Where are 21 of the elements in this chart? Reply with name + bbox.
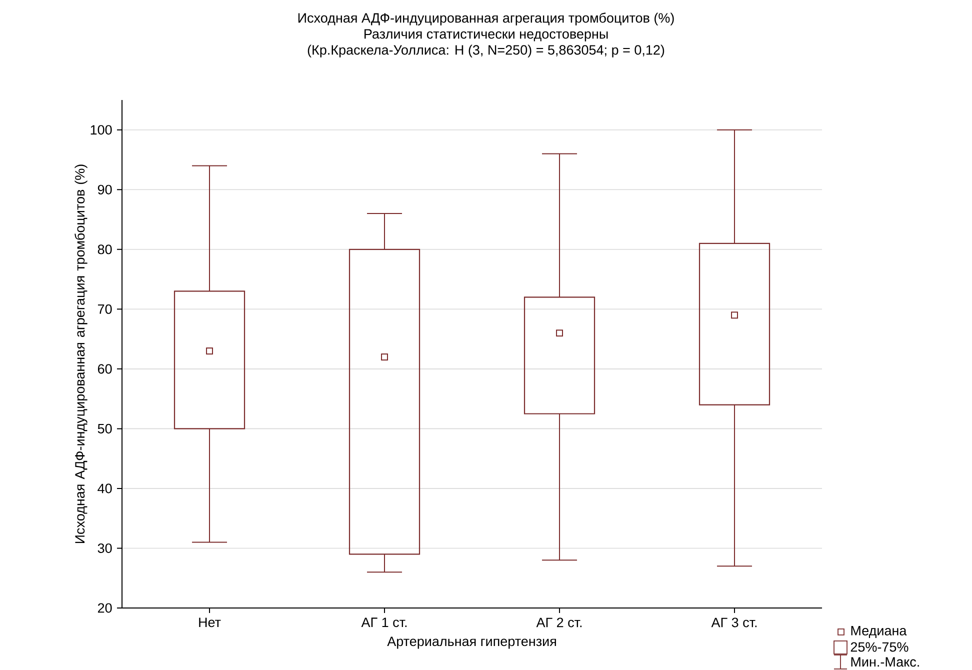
chart-title: Исходная АДФ-индуцированная агрегация тромбоцитов (%) [298,12,674,26]
x-tick-label: АГ 2 ст. [536,618,582,628]
chart-subtitle: Различия статистически недостоверны [364,29,608,42]
y-tick-label: 50 [98,424,112,434]
y-tick-label: 100 [90,125,112,135]
x-tick-label: АГ 3 ст. [711,618,757,628]
y-tick-label: 60 [98,364,112,374]
y-tick-label: 90 [98,184,112,194]
text: Мин.-Макс. [851,657,919,667]
x-tick-label: Нет [199,618,221,628]
y-axis-title: Исходная АДФ-индуцированная агрегация тромбоцитов (%) [74,164,88,544]
y-tick-label: 30 [98,543,112,553]
y-tick-label: 70 [98,304,112,314]
x-axis-title: Артериальная гипертензия [387,636,556,649]
y-tick-label: 40 [98,484,112,494]
y-tick-label: 80 [98,244,112,254]
x-tick-label: АГ 1 ст. [361,618,407,628]
text: (Кр.Краскела-Уоллиса: H (3, N=250) = 5,863054; p = 0,12) [308,44,664,58]
text: 25%-75% [850,642,908,652]
text: Медиана [851,626,907,638]
y-tick-label: 20 [98,603,112,613]
